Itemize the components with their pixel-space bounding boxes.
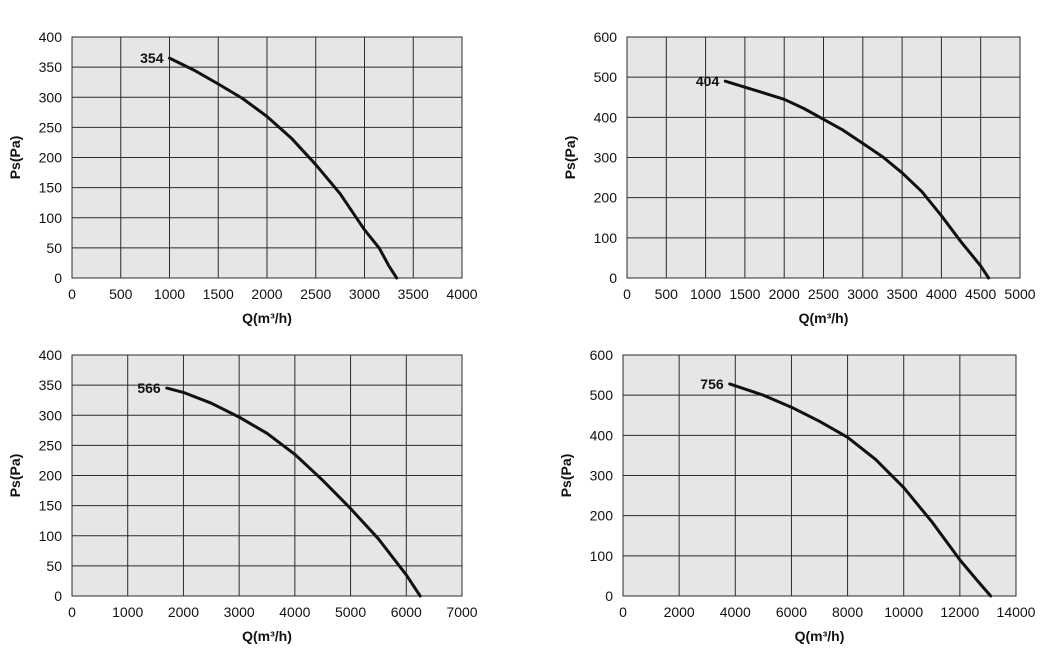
y-tick-label: 350 [39,377,63,393]
x-tick-label: 4500 [965,286,996,302]
y-tick-label: 150 [39,498,63,514]
y-tick-label: 300 [39,89,63,105]
chart-panel-1: 0 500 1000 1500 2000 2500 3000 3500 4000 0 50 100 15… [7,29,478,326]
series-label-566: 566 [137,380,161,396]
y-tick-label: 400 [594,109,618,125]
x-axis-label: Q(m³/h) [795,628,845,644]
x-tick-label: 4000 [279,604,310,620]
y-axis-label: Ps(Pa) [7,454,23,498]
y-tick-label: 500 [594,69,618,85]
x-tick-label: 0 [68,286,76,302]
x-tick-label: 1000 [112,604,143,620]
x-axis-label: Q(m³/h) [799,310,849,326]
y-tick-label: 100 [39,210,63,226]
y-tick-label: 200 [594,190,618,206]
y-axis-label: Ps(Pa) [562,136,578,180]
y-tick-label: 200 [39,468,63,484]
x-tick-label: 4000 [446,286,477,302]
x-axis-label: Q(m³/h) [242,310,292,326]
x-tick-label: 3000 [847,286,878,302]
x-tick-label: 500 [655,286,679,302]
y-tick-label: 100 [590,548,614,564]
y-axis-label: Ps(Pa) [558,454,574,498]
chart-panel-3: 0 1000 2000 3000 4000 5000 6000 7000 0 50 100 150 20… [7,347,478,644]
series-label-756: 756 [700,376,724,392]
y-tick-label: 600 [590,347,614,363]
y-tick-label: 250 [39,119,63,135]
x-tick-label: 0 [623,286,631,302]
x-tick-label: 500 [109,286,133,302]
x-tick-label: 1500 [203,286,234,302]
x-tick-label: 14000 [997,604,1036,620]
y-tick-label: 400 [39,29,63,45]
y-tick-label: 300 [594,150,618,166]
x-tick-label: 5000 [1004,286,1035,302]
x-tick-label: 2500 [300,286,331,302]
y-tick-label: 150 [39,180,63,196]
series-line-756 [728,382,993,598]
y-tick-label: 250 [39,437,63,453]
x-tick-label: 0 [68,604,76,620]
y-tick-label: 0 [609,270,617,286]
x-tick-label: 4000 [720,604,751,620]
x-tick-label: 1000 [154,286,185,302]
x-tick-label: 2000 [769,286,800,302]
x-tick-label: 2000 [168,604,199,620]
series-label-354: 354 [140,50,164,66]
x-tick-label: 4000 [926,286,957,302]
y-tick-label: 200 [39,150,63,166]
y-tick-label: 300 [39,407,63,423]
y-tick-label: 100 [39,528,63,544]
y-tick-label: 300 [590,468,614,484]
x-tick-label: 2500 [808,286,839,302]
x-tick-label: 5000 [335,604,366,620]
x-tick-label: 1500 [729,286,760,302]
x-tick-label: 1000 [690,286,721,302]
x-tick-label: 10000 [884,604,923,620]
x-tick-label: 6000 [776,604,807,620]
y-tick-label: 500 [590,387,614,403]
x-tick-label: 7000 [446,604,477,620]
y-tick-label: 50 [46,240,62,256]
x-tick-label: 3500 [398,286,429,302]
y-tick-label: 400 [590,427,614,443]
x-tick-label: 3000 [224,604,255,620]
y-tick-label: 0 [54,270,62,286]
series-label-404: 404 [696,73,720,89]
x-tick-label: 2000 [251,286,282,302]
y-tick-label: 350 [39,59,63,75]
y-tick-label: 0 [54,588,62,604]
x-tick-label: 3500 [887,286,918,302]
x-tick-label: 2000 [664,604,695,620]
y-tick-label: 400 [39,347,63,363]
y-tick-label: 100 [594,230,618,246]
series-line-404 [723,79,991,280]
x-tick-label: 12000 [940,604,979,620]
y-tick-label: 0 [605,588,613,604]
y-axis-label: Ps(Pa) [7,136,23,180]
y-tick-label: 50 [46,558,62,574]
x-tick-label: 8000 [832,604,863,620]
chart-panel-4: 0 2000 4000 6000 8000 10000 12000 14000 0 100 200 3… [558,347,1036,644]
x-axis-label: Q(m³/h) [242,628,292,644]
x-tick-label: 3000 [349,286,380,302]
series-line-354 [168,56,399,280]
x-tick-label: 0 [619,604,627,620]
series-line-566 [165,386,422,598]
x-tick-label: 6000 [391,604,422,620]
y-tick-label: 600 [594,29,618,45]
y-tick-label: 200 [590,508,614,524]
chart-panel-2: 0 500 1000 1500 2000 2500 3000 3500 4000 4500 5000… [562,29,1036,326]
